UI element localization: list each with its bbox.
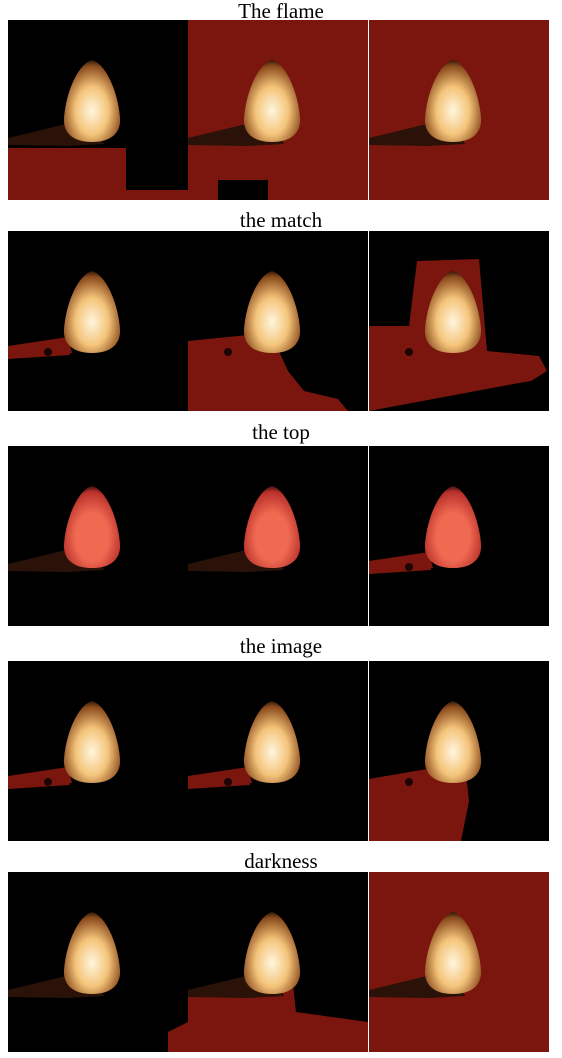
candle-flame-image <box>188 872 368 1052</box>
image-panel <box>8 446 188 626</box>
match-head-dot <box>44 778 52 786</box>
image-panel <box>369 231 549 411</box>
red-mask-region <box>188 984 368 1052</box>
image-panel <box>8 231 188 411</box>
candle-flame-image <box>8 661 188 841</box>
candle-flame-image <box>369 231 549 411</box>
candle-flame-image <box>188 446 368 626</box>
match-stick <box>8 339 70 359</box>
image-panel <box>369 20 549 200</box>
row-caption: darkness <box>244 849 318 873</box>
image-row <box>8 872 549 1052</box>
flame-shape <box>243 701 301 783</box>
match-head-dot <box>405 348 413 356</box>
red-mask-region <box>168 1022 188 1052</box>
match-head-dot <box>44 348 52 356</box>
image-panel <box>369 661 549 841</box>
match-stick <box>369 769 431 789</box>
match-head-dot <box>405 778 413 786</box>
image-panel <box>188 661 368 841</box>
match-head-dot <box>224 778 232 786</box>
image-panel <box>188 231 368 411</box>
flame-shape <box>424 60 482 142</box>
flame-shape <box>424 271 482 353</box>
image-panel <box>369 446 549 626</box>
row-caption: the image <box>239 634 323 658</box>
candle-flame-image <box>188 20 368 200</box>
image-panel <box>369 872 549 1052</box>
match-stick <box>188 769 250 789</box>
candle-flame-image <box>188 231 368 411</box>
match-stick <box>369 554 431 574</box>
flame-shape <box>424 486 482 568</box>
match-stick <box>369 339 431 359</box>
candle-flame-image <box>8 446 188 626</box>
image-row <box>8 20 549 200</box>
image-panel <box>188 20 368 200</box>
flame-shape <box>63 271 121 353</box>
image-row <box>8 661 549 841</box>
flame-shape <box>63 912 121 994</box>
flame-shape <box>243 271 301 353</box>
flame-shape <box>63 701 121 783</box>
row-caption: the match <box>239 208 323 232</box>
image-panel <box>188 872 368 1052</box>
match-stick <box>8 769 70 789</box>
image-panel <box>8 20 188 200</box>
flame-shape <box>243 60 301 142</box>
flame-shape <box>243 912 301 994</box>
match-head-dot <box>405 563 413 571</box>
candle-flame-image <box>369 661 549 841</box>
row-caption: The flame <box>238 0 324 23</box>
candle-flame-image <box>369 20 549 200</box>
row-caption: the top <box>252 420 310 444</box>
image-panel <box>8 872 188 1052</box>
flame-shape <box>424 912 482 994</box>
flame-shape <box>424 701 482 783</box>
candle-flame-image <box>188 661 368 841</box>
flame-shape <box>63 486 121 568</box>
red-mask-region <box>8 148 188 200</box>
match-head-dot <box>224 348 232 356</box>
candle-flame-image <box>369 872 549 1052</box>
flame-shape <box>63 60 121 142</box>
flame-shape <box>243 486 301 568</box>
image-row <box>8 231 549 411</box>
image-panel <box>8 661 188 841</box>
image-row <box>8 446 549 626</box>
candle-flame-image <box>8 872 188 1052</box>
candle-flame-image <box>8 20 188 200</box>
candle-flame-image <box>8 231 188 411</box>
image-panel <box>188 446 368 626</box>
match-stick <box>188 339 250 359</box>
candle-flame-image <box>369 446 549 626</box>
